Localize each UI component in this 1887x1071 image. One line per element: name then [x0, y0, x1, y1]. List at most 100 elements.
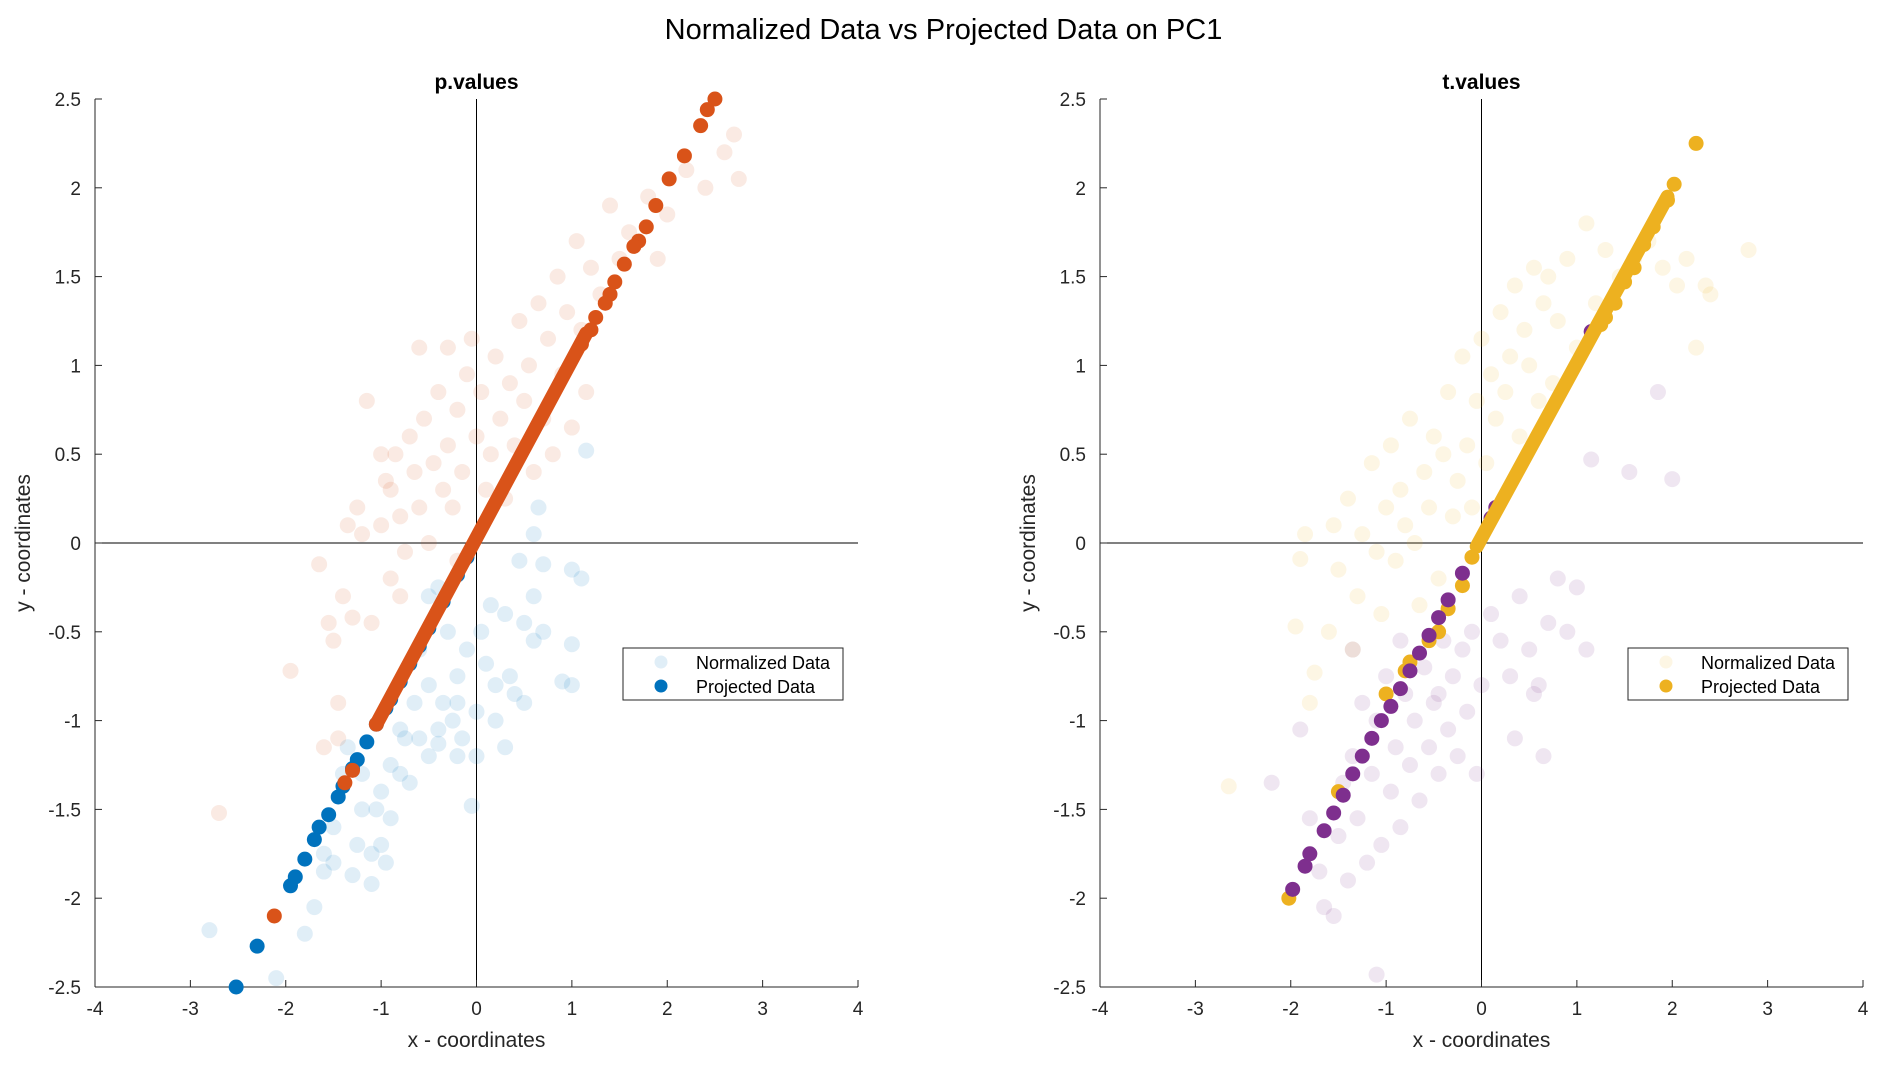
- panel-1-normalized-point: [339, 517, 356, 534]
- panel-1-projected-point: [297, 851, 313, 867]
- panel-2-projected-point: [1297, 858, 1313, 874]
- panel-1-normalized-point: [578, 384, 595, 401]
- panel-2-y-tick-label: 1: [1075, 356, 1086, 377]
- panel-2-normalized-point: [1540, 614, 1557, 631]
- panel-2-normalized-point: [1378, 499, 1395, 516]
- panel-1-normalized-point: [354, 801, 371, 818]
- panel-1-normalized-point: [535, 623, 552, 640]
- panel-2-x-axis-label: x - coordinates: [1413, 1029, 1551, 1052]
- panel-1-normalized-point: [516, 392, 533, 409]
- panel-2-y-tick-label: 0: [1075, 534, 1086, 555]
- panel-1-normalized-point: [368, 801, 385, 818]
- panel-1-normalized-point: [454, 730, 471, 747]
- panel-1-normalized-point: [392, 721, 409, 738]
- panel-2-normalized-point: [1559, 250, 1576, 267]
- panel-1-normalized-point: [401, 428, 418, 445]
- panel-1-normalized-point: [501, 668, 518, 685]
- panel-1-y-tick-label: 2: [70, 179, 81, 200]
- panel-2-projected-point: [1688, 135, 1704, 151]
- panel-1-normalized-point: [373, 517, 390, 534]
- panel-1-normalized-point: [439, 437, 456, 454]
- panel-1-normalized-point: [201, 922, 218, 939]
- panel-1-normalized-point: [439, 623, 456, 640]
- panel-2-normalized-point: [1406, 535, 1423, 551]
- panel-1-projected-point: [607, 274, 623, 290]
- panel-2-normalized-point: [1368, 966, 1385, 983]
- panel-2-normalized-point: [1568, 579, 1585, 596]
- panel-1-projected-point: [676, 148, 692, 164]
- panel-2-normalized-point: [1330, 828, 1347, 845]
- panel-1-normalized-point: [487, 712, 504, 729]
- panel-2-normalized-point: [1525, 685, 1542, 702]
- panel-1-normalized-point: [382, 757, 399, 773]
- panel-2-normalized-point: [1502, 348, 1519, 365]
- panel-1-projected-point: [266, 908, 282, 924]
- panel-2-x-tick-label: 0: [1476, 999, 1487, 1020]
- panel-2-normalized-point: [1468, 765, 1485, 782]
- panel-1-y-tick-label: 1.5: [55, 268, 81, 289]
- panel-1-normalized-point: [420, 677, 437, 694]
- panel-2-normalized-point: [1392, 632, 1409, 649]
- panel-2-normalized-point: [1678, 250, 1695, 267]
- panel-2-y-tick-label: -2: [1069, 889, 1086, 910]
- panel-1-normalized-point: [501, 375, 518, 392]
- panel-1-projected-point: [648, 198, 664, 214]
- panel-1-normalized-point: [563, 636, 580, 653]
- panel-2-projected-point: [1440, 592, 1456, 608]
- panel-1-normalized-point: [463, 797, 480, 814]
- panel-2-projected-point: [1326, 805, 1342, 821]
- panel-2-y-tick-label: -1.5: [1053, 800, 1086, 821]
- panel-1-y-tick-label: -0.5: [48, 623, 81, 644]
- panel-1-x-tick-label: 0: [471, 999, 482, 1020]
- panel-2-normalized-point: [1454, 348, 1471, 365]
- panel-2-projected-point: [1454, 578, 1470, 594]
- panel-1-normalized-point: [573, 570, 590, 587]
- panel-1-y-tick-label: 1: [70, 356, 81, 377]
- panel-2-projected-point: [1373, 713, 1389, 729]
- panel-2-normalized-point: [1697, 277, 1714, 294]
- panel-2-normalized-point: [1368, 543, 1385, 560]
- panel-2-x-tick-label: 2: [1667, 999, 1678, 1020]
- panel-1-normalized-point: [339, 739, 356, 756]
- panel-1-normalized-point: [425, 455, 442, 472]
- panel-2-x-tick-label: 4: [1858, 999, 1869, 1020]
- panel-1-y-tick-label: 0: [70, 534, 81, 555]
- panel-1-projected-point: [699, 102, 715, 118]
- panel-1-normalized-point: [730, 170, 747, 187]
- panel-2-projected-point: [1431, 610, 1447, 626]
- panel-1-projected-point: [707, 91, 723, 107]
- panel-1-normalized-point: [602, 197, 619, 214]
- panel-2-normalized-point: [1688, 339, 1705, 356]
- panel-1-normalized-point: [315, 739, 332, 756]
- panel-1-normalized-point: [268, 970, 285, 987]
- panel-1-normalized-point: [473, 623, 490, 640]
- panel-1-normalized-point: [506, 685, 523, 702]
- panel-2-normalized-point: [1454, 641, 1471, 658]
- panel-2-normalized-point: [1373, 836, 1390, 853]
- panel-2-normalized-point: [1506, 277, 1523, 294]
- panel-1-normalized-point: [516, 694, 533, 711]
- panel-2-normalized-point: [1349, 588, 1366, 605]
- panel-2-normalized-point: [1425, 694, 1442, 711]
- panel-1-normalized-point: [516, 614, 533, 631]
- panel-1-x-tick-label: -2: [277, 999, 294, 1020]
- panel-2-legend-label-normalized: Normalized Data: [1701, 653, 1836, 673]
- panel-1-normalized-point: [320, 614, 337, 631]
- panel-2-normalized-point: [1421, 739, 1438, 756]
- panel-2-normalized-point: [1459, 437, 1476, 454]
- panel-2-normalized-point: [1530, 392, 1547, 409]
- panel-1-normalized-point: [463, 330, 480, 347]
- panel-2-x-tick-label: -4: [1092, 999, 1109, 1020]
- figure-title: Normalized Data vs Projected Data on PC1: [664, 14, 1223, 46]
- panel-2-normalized-point: [1497, 384, 1514, 401]
- panel-1-normalized-point: [392, 588, 409, 605]
- panel-2-normalized-point: [1320, 623, 1337, 640]
- panel-2-normalized-point: [1649, 384, 1666, 401]
- panel-1-normalized-point: [525, 588, 542, 605]
- panel-2-title: t.values: [1442, 71, 1520, 94]
- panel-1-normalized-point: [563, 561, 580, 578]
- panel-2-legend-marker-projected: [1659, 679, 1673, 693]
- panel-2-normalized-point: [1468, 392, 1485, 409]
- panel-1-x-tick-label: 1: [567, 999, 578, 1020]
